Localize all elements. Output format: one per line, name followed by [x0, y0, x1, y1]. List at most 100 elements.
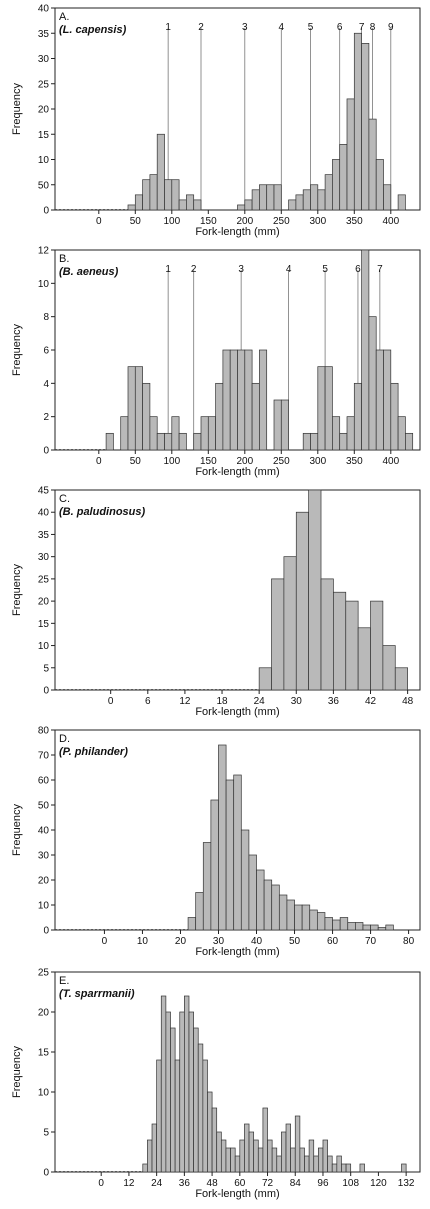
histogram-bar — [193, 199, 202, 211]
mode-label: 2 — [198, 22, 204, 33]
histogram-bar — [295, 194, 304, 211]
panel-label: D. — [59, 733, 70, 745]
x-tick-label: 120 — [370, 1178, 387, 1189]
x-tick-label: 0 — [98, 1178, 104, 1189]
histogram-bar — [341, 1163, 347, 1173]
mode-label: 1 — [165, 22, 171, 33]
histogram-bar — [160, 995, 167, 1173]
x-tick-label: 400 — [382, 216, 399, 227]
histogram-bar — [149, 174, 158, 211]
histogram-bar — [195, 892, 204, 931]
histogram-bar — [316, 912, 326, 931]
histogram-bar — [271, 578, 285, 691]
x-tick-label: 300 — [309, 456, 326, 467]
plot-frame — [54, 489, 421, 691]
histogram-bar — [234, 1155, 241, 1173]
y-tick-label: 0 — [43, 686, 49, 697]
histogram-bar — [345, 1163, 352, 1173]
y-tick-label: 10 — [38, 901, 50, 912]
histogram-bar — [339, 432, 348, 451]
y-tick-label: 20 — [38, 105, 50, 116]
species-label: (B. paludinosus) — [59, 506, 146, 518]
mode-label: 6 — [337, 22, 343, 33]
histogram-bar — [225, 779, 235, 931]
histogram-bar — [134, 366, 143, 451]
histogram-bar — [188, 1011, 194, 1173]
histogram-bar — [324, 174, 333, 211]
histogram-bar — [257, 1147, 264, 1173]
y-tick-label: 70 — [38, 751, 50, 762]
histogram-bar — [147, 1139, 153, 1173]
histogram-bar — [285, 1123, 291, 1173]
x-tick-label: 108 — [342, 1178, 359, 1189]
x-tick-label: 50 — [130, 456, 142, 467]
x-tick-label: 12 — [179, 696, 191, 707]
histogram-bar — [383, 184, 392, 211]
histogram-bar — [263, 879, 273, 931]
y-tick-label: 0 — [43, 1168, 49, 1179]
mode-label: 4 — [279, 22, 285, 33]
histogram-bar — [207, 1091, 213, 1173]
histogram-bar — [336, 1155, 342, 1173]
histogram-bar — [299, 1147, 305, 1173]
histogram-bar — [239, 1139, 245, 1173]
x-tick-label: 60 — [327, 936, 339, 947]
x-tick-label: 12 — [123, 1178, 135, 1189]
histogram-bar — [273, 184, 282, 211]
x-tick-label: 150 — [200, 216, 217, 227]
histogram-bar — [271, 884, 280, 931]
y-tick-label: 30 — [38, 851, 50, 862]
histogram-bar — [302, 189, 311, 211]
species-label: (L. capensis) — [59, 24, 127, 36]
histogram-bar — [294, 1115, 301, 1173]
plot-frame — [54, 971, 421, 1173]
y-tick-label: 50 — [38, 801, 50, 812]
y-tick-label: 12 — [38, 246, 50, 257]
histogram-bar — [222, 349, 231, 451]
histogram-bar — [218, 744, 227, 931]
y-tick-label: 2 — [43, 412, 49, 423]
species-label: (B. aeneus) — [59, 266, 119, 278]
x-tick-label: 300 — [309, 216, 326, 227]
histogram-bar — [142, 1163, 148, 1173]
species-label: (T. sparrmanii) — [59, 988, 135, 1000]
panel-label: A. — [59, 11, 69, 23]
x-tick-label: 48 — [207, 1178, 219, 1189]
histogram-bar — [377, 927, 387, 931]
histogram-bar — [370, 924, 379, 931]
histogram-bar — [322, 1139, 328, 1173]
y-tick-label: 20 — [38, 1008, 50, 1019]
histogram-bar — [184, 995, 190, 1173]
histogram-bar — [308, 489, 322, 691]
histogram-bar — [353, 32, 362, 211]
histogram-bar — [397, 416, 406, 451]
y-tick-label: 40 — [38, 4, 50, 15]
x-axis-label: Fork-length (mm) — [195, 946, 279, 958]
histogram-bar — [216, 1131, 222, 1173]
y-tick-label: 6 — [43, 346, 49, 357]
y-tick-label: 20 — [38, 876, 50, 887]
histogram-bar — [244, 349, 253, 451]
panel-d: 0 10 20 30 40 50 60 70 80 0 10 20 30 40 50 60 70 80 Fork-l… — [11, 726, 421, 958]
histogram-bar — [313, 1155, 319, 1173]
histogram-bar — [359, 1163, 365, 1173]
y-tick-label: 5 — [43, 663, 49, 674]
panel-label: B. — [59, 253, 69, 265]
histogram-bar — [134, 194, 143, 211]
histogram-bar — [244, 1123, 250, 1173]
histogram-bar — [375, 349, 384, 451]
y-tick-label: 80 — [38, 726, 50, 737]
histogram-bar — [151, 1123, 157, 1173]
x-tick-label: 6 — [145, 696, 151, 707]
histogram-bar — [174, 1059, 181, 1173]
histogram-bar — [397, 194, 406, 211]
y-tick-label: 25 — [38, 574, 50, 585]
y-tick-label: 20 — [38, 597, 50, 608]
histogram-bar — [288, 199, 297, 211]
histogram-bar — [339, 144, 348, 211]
histogram-bar — [248, 854, 257, 931]
histogram-bar — [273, 399, 282, 451]
histogram-bar — [320, 578, 334, 691]
histogram-bar — [202, 842, 212, 931]
